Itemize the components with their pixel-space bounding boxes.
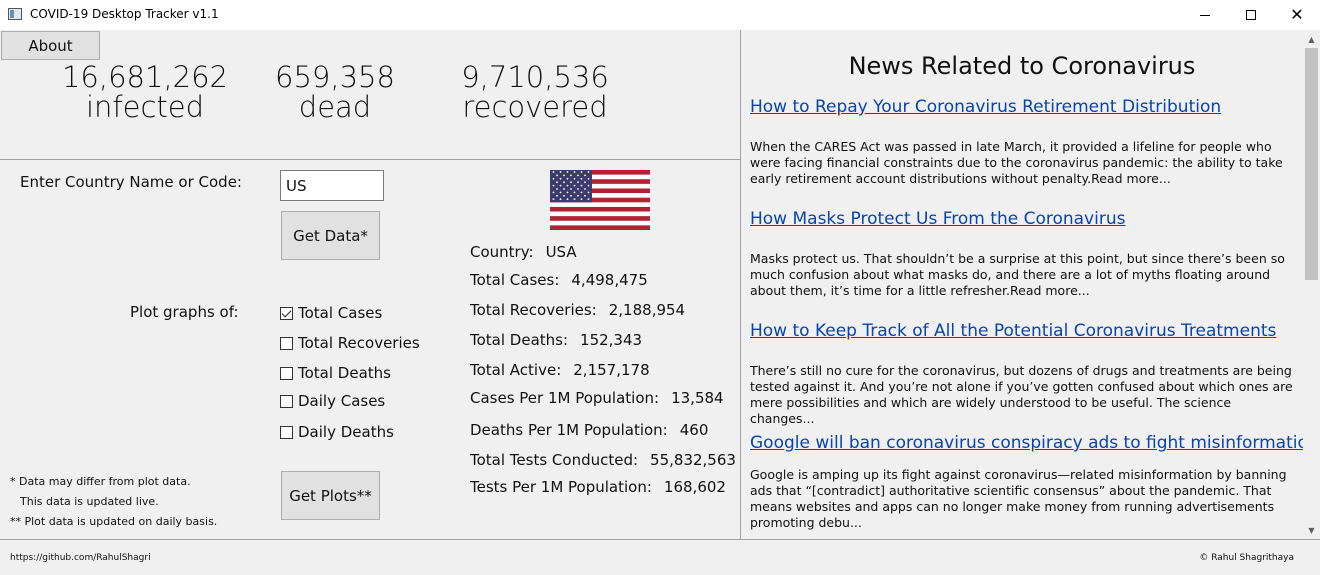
- plot-label: Plot graphs of:: [130, 303, 239, 321]
- info-total-recoveries: Total Recoveries: 2,188,954: [470, 301, 685, 319]
- dead-stat: 659,358 dead: [255, 62, 415, 122]
- news-summary: There’s still no cure for the coronaviru…: [750, 363, 1293, 426]
- footer-divider: [0, 539, 1320, 540]
- checkbox-label: Total Cases: [298, 304, 383, 322]
- checkbox-icon[interactable]: [280, 336, 293, 350]
- recovered-label: recovered: [462, 90, 608, 124]
- news-summary: Google is amping up its fight against co…: [750, 467, 1287, 530]
- get-plots-button[interactable]: Get Plots**: [281, 471, 380, 520]
- info-label: Total Recoveries:: [470, 301, 597, 319]
- checkbox-icon[interactable]: [280, 366, 293, 380]
- dead-label: dead: [298, 90, 372, 124]
- checkbox-icon[interactable]: [280, 425, 293, 439]
- info-label: Total Cases:: [470, 271, 560, 289]
- info-value: 2,157,178: [573, 361, 650, 379]
- app-icon: [8, 8, 22, 20]
- maximize-button[interactable]: [1228, 0, 1274, 30]
- infected-label: infected: [85, 90, 205, 124]
- copyright-text: © Rahul Shagrithaya: [1199, 553, 1294, 563]
- info-label: Tests Per 1M Population:: [470, 478, 652, 496]
- info-total-cases: Total Cases: 4,498,475: [470, 271, 648, 289]
- close-icon: ✕: [1290, 5, 1304, 24]
- info-total-deaths: Total Deaths: 152,343: [470, 331, 642, 349]
- note-text: ** Plot data is updated on daily basis.: [10, 515, 218, 528]
- info-deaths-per-million: Deaths Per 1M Population: 460: [470, 421, 708, 439]
- recovered-stat: 9,710,536 recovered: [440, 62, 630, 122]
- minimize-icon: [1200, 14, 1210, 16]
- news-link[interactable]: Google will ban coronavirus conspiracy a…: [750, 433, 1319, 453]
- checkbox-daily-deaths[interactable]: Daily Deaths: [280, 423, 394, 441]
- info-value: 55,832,563: [650, 451, 736, 469]
- checkbox-checked-icon[interactable]: [280, 306, 293, 320]
- us-flag-icon: [550, 170, 650, 230]
- title-bar: COVID-19 Desktop Tracker v1.1 ✕: [0, 0, 1320, 30]
- infected-stat: 16,681,262 infected: [55, 62, 235, 122]
- scroll-up-icon[interactable]: ▲: [1308, 35, 1315, 44]
- info-label: Total Active:: [470, 361, 562, 379]
- info-label: Country:: [470, 243, 534, 261]
- news-link[interactable]: How to Repay Your Coronavirus Retirement…: [750, 97, 1222, 117]
- info-value: 13,584: [671, 389, 724, 407]
- about-button[interactable]: About: [1, 31, 100, 60]
- get-data-button[interactable]: Get Data*: [281, 211, 380, 260]
- info-value: 4,498,475: [571, 271, 648, 289]
- info-cases-per-million: Cases Per 1M Population: 13,584: [470, 389, 724, 407]
- checkbox-total-deaths[interactable]: Total Deaths: [280, 364, 391, 382]
- info-value: 152,343: [580, 331, 643, 349]
- news-scrollbar[interactable]: ▲ ▼: [1303, 31, 1320, 539]
- news-link[interactable]: How Masks Protect Us From the Coronaviru…: [750, 209, 1126, 229]
- note-text: This data is updated live.: [20, 495, 159, 508]
- close-button[interactable]: ✕: [1274, 0, 1320, 30]
- country-label: Enter Country Name or Code:: [20, 173, 242, 191]
- checkbox-label: Total Recoveries: [298, 334, 420, 352]
- divider: [0, 159, 740, 160]
- news-summary: Masks protect us. That shouldn’t be a su…: [750, 251, 1285, 298]
- info-country: Country: USA: [470, 243, 577, 261]
- news-title: News Related to Coronavirus: [848, 52, 1196, 80]
- dead-value: 659,358: [275, 60, 395, 94]
- checkbox-label: Total Deaths: [298, 364, 391, 382]
- panel-divider: [740, 30, 741, 539]
- checkbox-total-recoveries[interactable]: Total Recoveries: [280, 334, 420, 352]
- github-link[interactable]: https://github.com/RahulShagri: [10, 553, 151, 563]
- info-label: Cases Per 1M Population:: [470, 389, 660, 407]
- checkbox-daily-cases[interactable]: Daily Cases: [280, 392, 385, 410]
- country-input[interactable]: [280, 170, 384, 201]
- info-label: Total Deaths:: [470, 331, 569, 349]
- info-label: Deaths Per 1M Population:: [470, 421, 668, 439]
- window-title: COVID-19 Desktop Tracker v1.1: [30, 7, 219, 21]
- info-tests-per-million: Tests Per 1M Population: 168,602: [470, 478, 726, 496]
- news-link[interactable]: How to Keep Track of All the Potential C…: [750, 321, 1277, 341]
- info-total-active: Total Active: 2,157,178: [470, 361, 650, 379]
- scroll-thumb[interactable]: [1305, 48, 1318, 280]
- news-summary: When the CARES Act was passed in late Ma…: [750, 139, 1283, 186]
- checkbox-label: Daily Cases: [298, 392, 386, 410]
- info-value: 2,188,954: [608, 301, 686, 319]
- minimize-button[interactable]: [1182, 0, 1228, 30]
- info-value: 460: [679, 421, 709, 439]
- note-text: * Data may differ from plot data.: [10, 475, 191, 488]
- info-total-tests: Total Tests Conducted: 55,832,563: [470, 451, 736, 469]
- maximize-icon: [1246, 10, 1256, 20]
- checkbox-total-cases[interactable]: Total Cases: [280, 304, 382, 322]
- recovered-value: 9,710,536: [461, 60, 609, 94]
- info-label: Total Tests Conducted:: [470, 451, 639, 469]
- scroll-down-icon[interactable]: ▼: [1308, 526, 1315, 535]
- checkbox-label: Daily Deaths: [298, 423, 394, 441]
- checkbox-icon[interactable]: [280, 394, 293, 408]
- infected-value: 16,681,262: [61, 60, 229, 94]
- info-value: 168,602: [663, 478, 726, 496]
- info-value: USA: [545, 243, 577, 261]
